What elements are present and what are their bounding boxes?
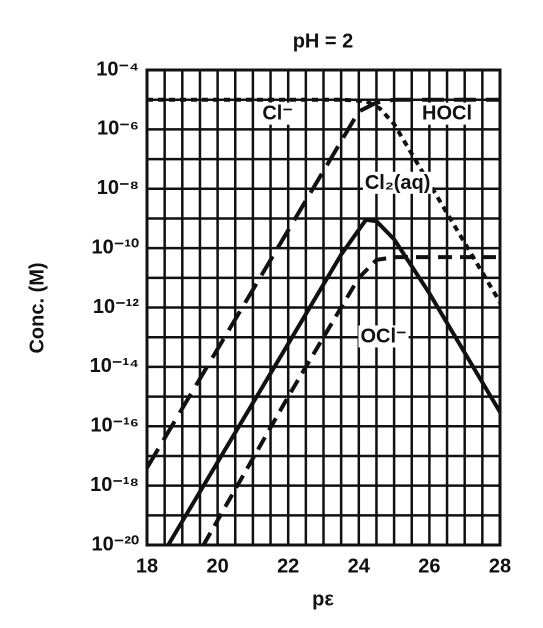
y-tick-label: 10⁻⁸	[97, 177, 139, 199]
y-tick-label: 10⁻¹⁶	[90, 415, 139, 437]
series-label: HOCl	[422, 103, 472, 125]
series-line	[166, 217, 500, 545]
series-label-bg	[362, 171, 433, 194]
x-tick-label: 24	[348, 555, 371, 577]
x-tick-label: 18	[136, 555, 158, 577]
series-label: Cl⁻	[262, 103, 293, 125]
y-tick-label: 10⁻⁴	[96, 58, 139, 80]
y-tick-label: 10⁻¹⁰	[92, 236, 139, 258]
series-label: Cl₂(aq)	[365, 172, 431, 194]
y-tick-label: 10⁻¹⁸	[90, 474, 139, 496]
series-label: OCl⁻	[360, 325, 406, 347]
chart-title: pH = 2	[293, 30, 354, 52]
series-label-bg	[260, 102, 295, 125]
y-tick-label: 10⁻¹⁴	[90, 355, 139, 377]
y-tick-label: 10⁻¹²	[93, 296, 139, 318]
series-label-bg	[358, 325, 409, 348]
series-line	[147, 97, 500, 469]
y-axis-label: Conc. (M)	[26, 262, 48, 353]
x-tick-label: 28	[489, 555, 511, 577]
y-tick-label: 10⁻²⁰	[92, 533, 139, 555]
series-label-bg	[420, 102, 475, 125]
x-tick-label: 26	[418, 555, 440, 577]
series-line	[201, 255, 500, 545]
x-tick-label: 22	[277, 555, 299, 577]
x-tick-label: 20	[206, 555, 228, 577]
plot-frame	[145, 68, 502, 547]
series-line	[147, 97, 500, 304]
y-tick-label: 10⁻⁶	[97, 118, 139, 140]
x-axis-label: pε	[312, 588, 334, 610]
